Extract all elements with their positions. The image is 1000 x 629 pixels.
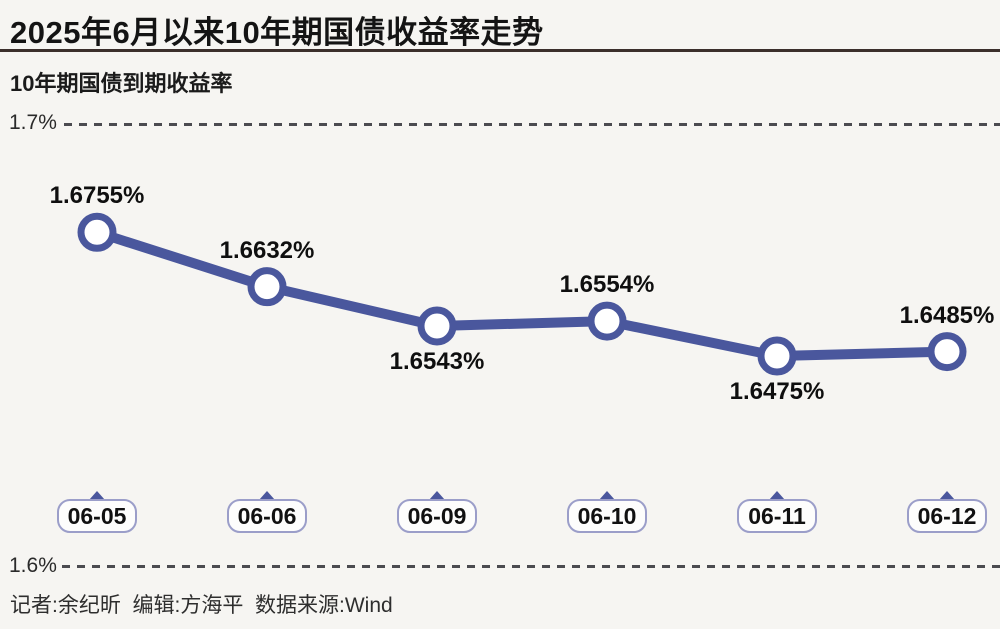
data-point-marker-06-10 (587, 301, 627, 341)
credits-line: 记者:余纪昕 编辑:方海平 数据来源:Wind (10, 594, 393, 617)
point-value-label-06-06: 1.6632% (219, 236, 315, 264)
x-axis-label-06-12: 06-12 (907, 499, 987, 533)
point-value-label-06-05: 1.6755% (49, 182, 145, 210)
x-axis-label-06-10: 06-10 (567, 499, 647, 533)
gridline-1.6 (62, 565, 1000, 568)
point-value-label-06-12: 1.6485% (899, 301, 995, 329)
title-divider (0, 49, 1000, 52)
point-value-label-06-11: 1.6475% (729, 378, 825, 406)
data-point-marker-06-11 (757, 336, 797, 376)
data-point-marker-06-09 (417, 306, 457, 346)
x-axis-label-06-09: 06-09 (397, 499, 477, 533)
page-title: 2025年6月以来10年期国债收益率走势 (10, 15, 544, 50)
x-axis-label-06-06: 06-06 (227, 499, 307, 533)
x-axis-pointer-06-11 (769, 491, 785, 500)
gridline-1.7 (64, 123, 1000, 126)
point-value-label-06-09: 1.6543% (389, 347, 485, 375)
x-axis-pointer-06-09 (429, 491, 445, 500)
data-point-marker-06-12 (927, 332, 967, 372)
x-axis-label-06-05: 06-05 (57, 499, 137, 533)
y-axis-tick-1.6: 1.6% (9, 554, 57, 577)
data-point-marker-06-06 (247, 267, 287, 307)
x-axis-pointer-06-05 (89, 491, 105, 500)
x-axis-pointer-06-10 (599, 491, 615, 500)
x-axis-label-06-11: 06-11 (737, 499, 817, 533)
series-label: 10年期国债到期收益率 (10, 71, 233, 96)
point-value-label-06-10: 1.6554% (559, 271, 655, 299)
y-axis-tick-1.7: 1.7% (9, 111, 57, 134)
yield-trend-line (92, 227, 952, 362)
x-axis-pointer-06-06 (259, 491, 275, 500)
x-axis-pointer-06-12 (939, 491, 955, 500)
data-point-marker-06-05 (77, 212, 117, 252)
